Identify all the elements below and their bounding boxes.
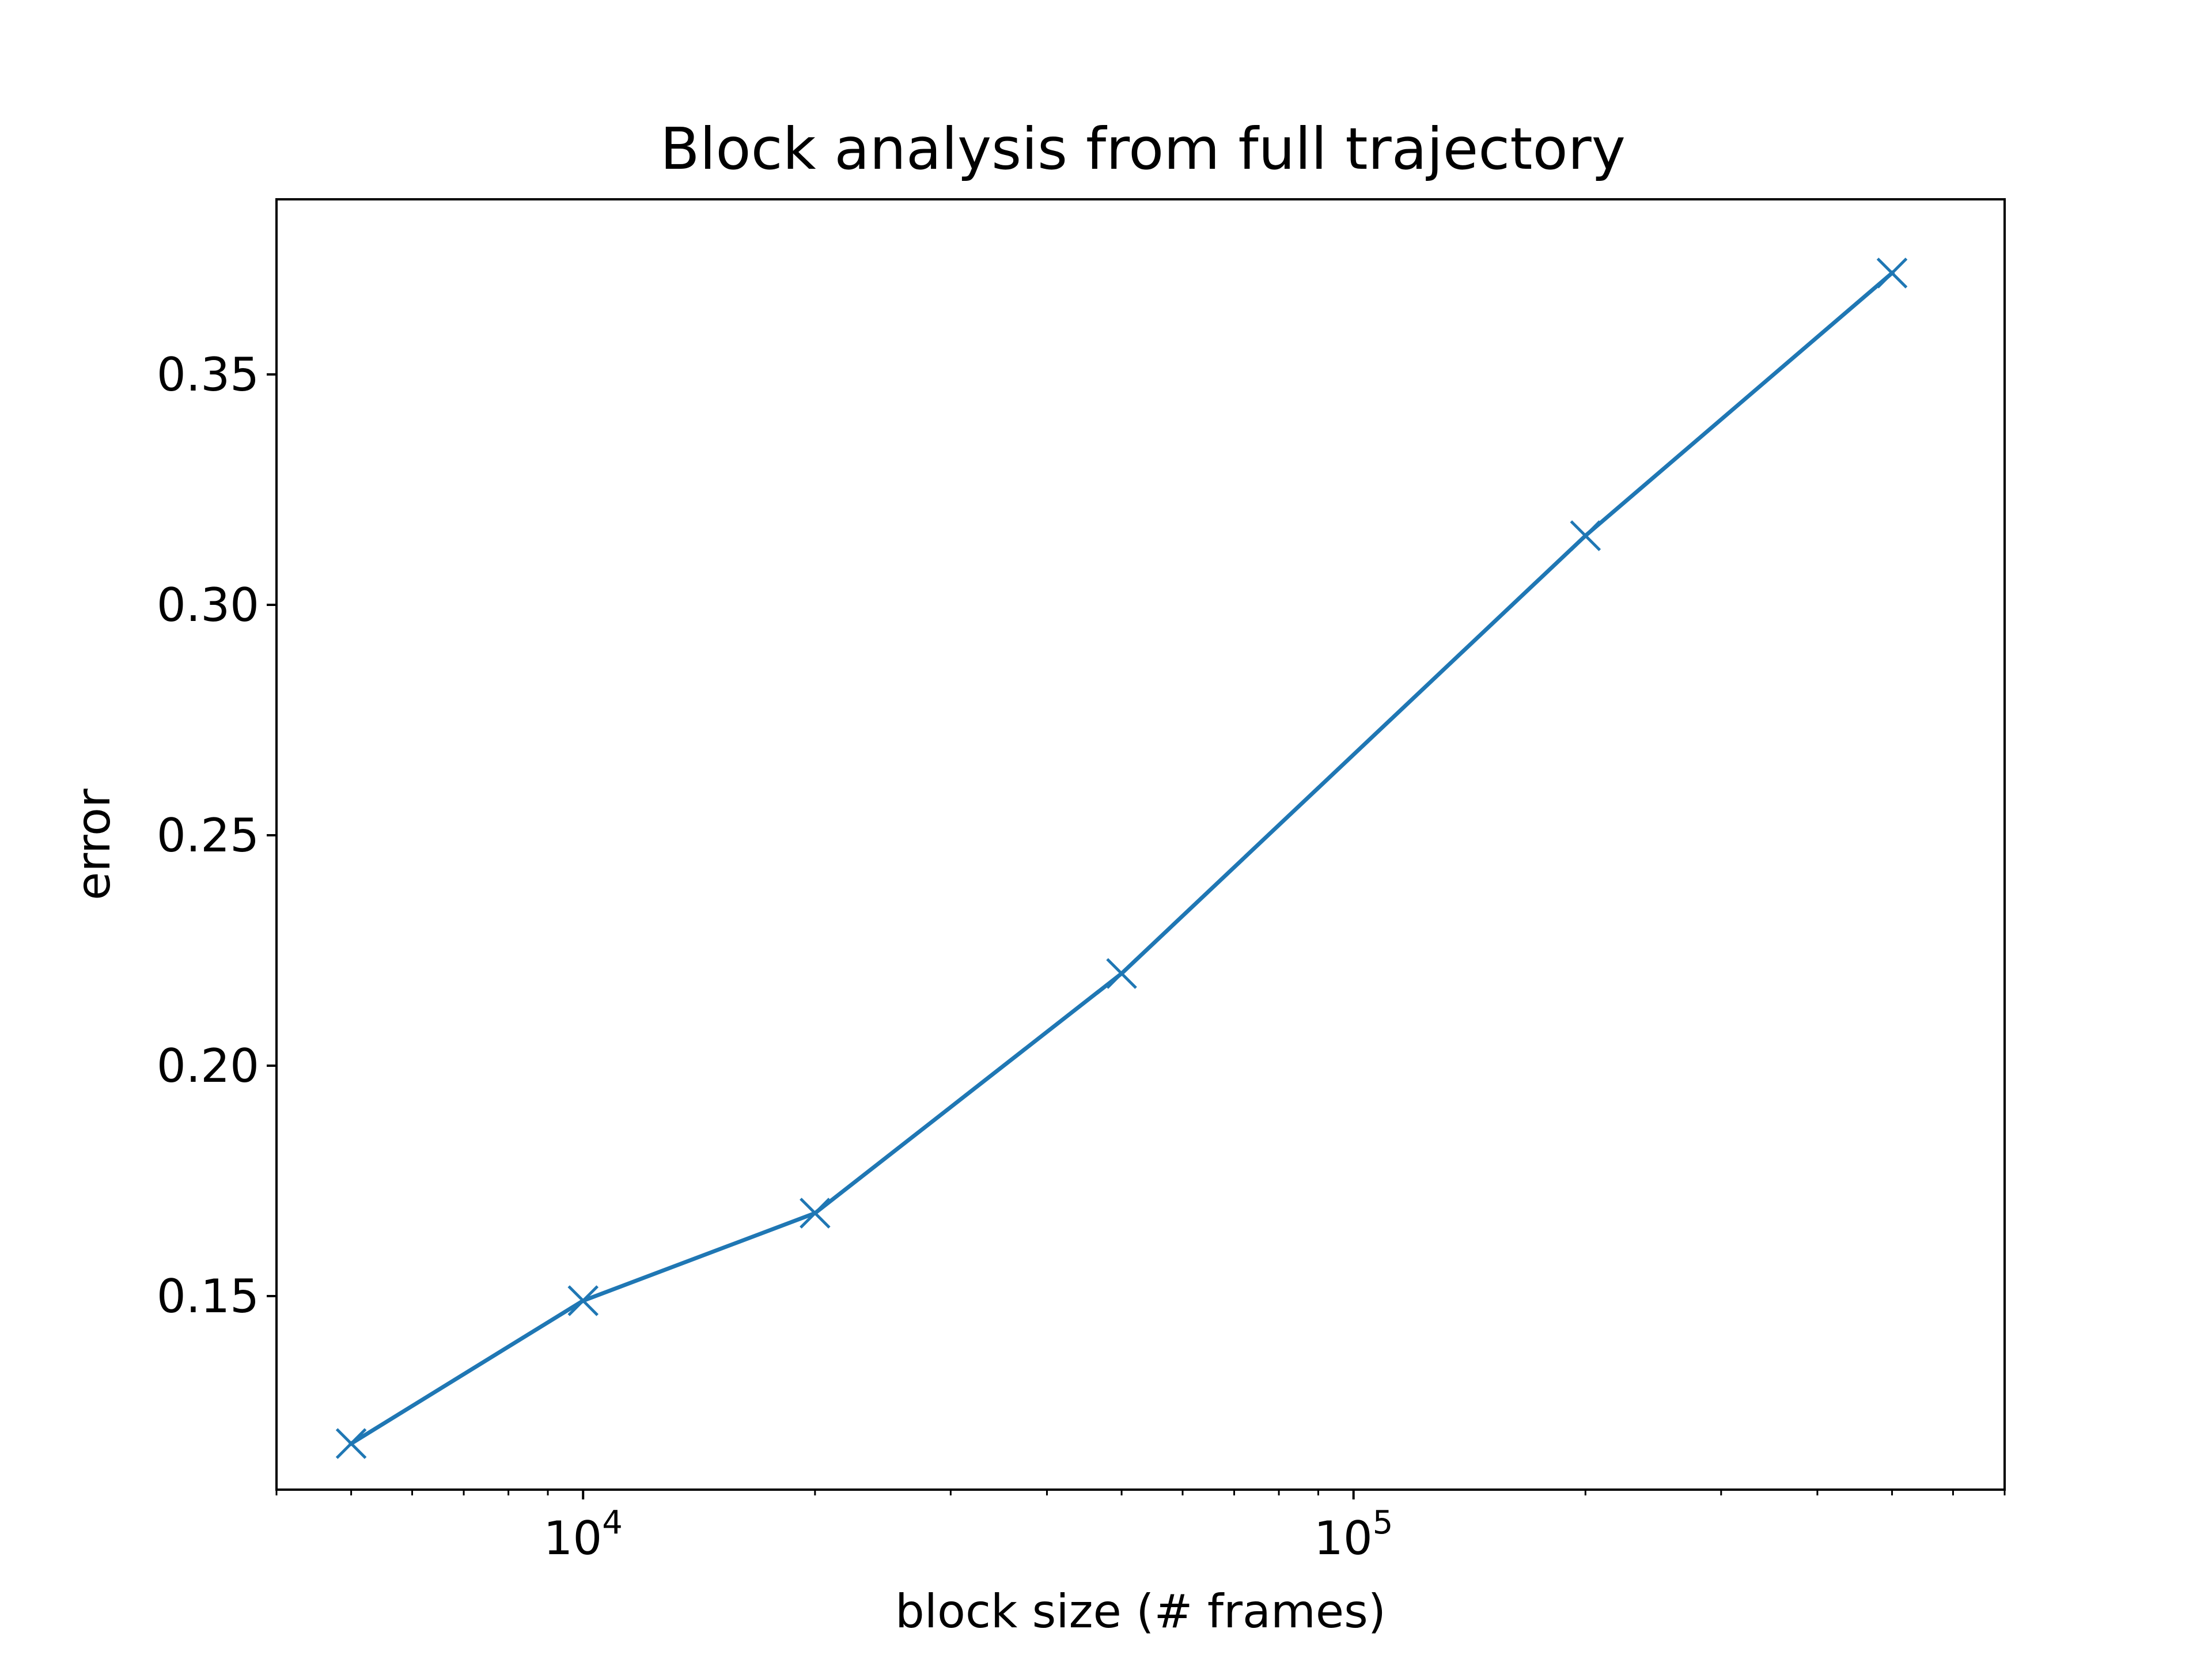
data-point-3 (1106, 958, 1137, 989)
y-axis-label: error (67, 789, 120, 900)
x-tick-label-0: 104 (544, 1504, 623, 1565)
data-point-1 (567, 1285, 599, 1316)
y-tick-label-1: 0.20 (157, 1039, 259, 1093)
data-point-5 (1876, 257, 1908, 289)
y-tick-label-4: 0.35 (157, 348, 259, 402)
plot-area-frame (275, 198, 2006, 1491)
x-tick-label-1: 105 (1314, 1504, 1393, 1565)
series-layer (335, 257, 1908, 1459)
y-tick-label-3: 0.30 (157, 578, 259, 632)
y-tick-label-2: 0.25 (157, 809, 259, 862)
x-axis-label: block size (# frames) (895, 1585, 1386, 1638)
y-tick-label-0: 0.15 (157, 1270, 259, 1323)
series-0-line (348, 270, 1895, 1446)
data-point-0 (335, 1428, 367, 1459)
data-point-2 (800, 1198, 831, 1229)
chart-title: Block analysis from full trajectory (660, 115, 1626, 183)
data-point-4 (1570, 520, 1601, 551)
axis-ticks: 0.15 0.20 0.25 0.30 0.35 104 105 (157, 348, 2006, 1565)
